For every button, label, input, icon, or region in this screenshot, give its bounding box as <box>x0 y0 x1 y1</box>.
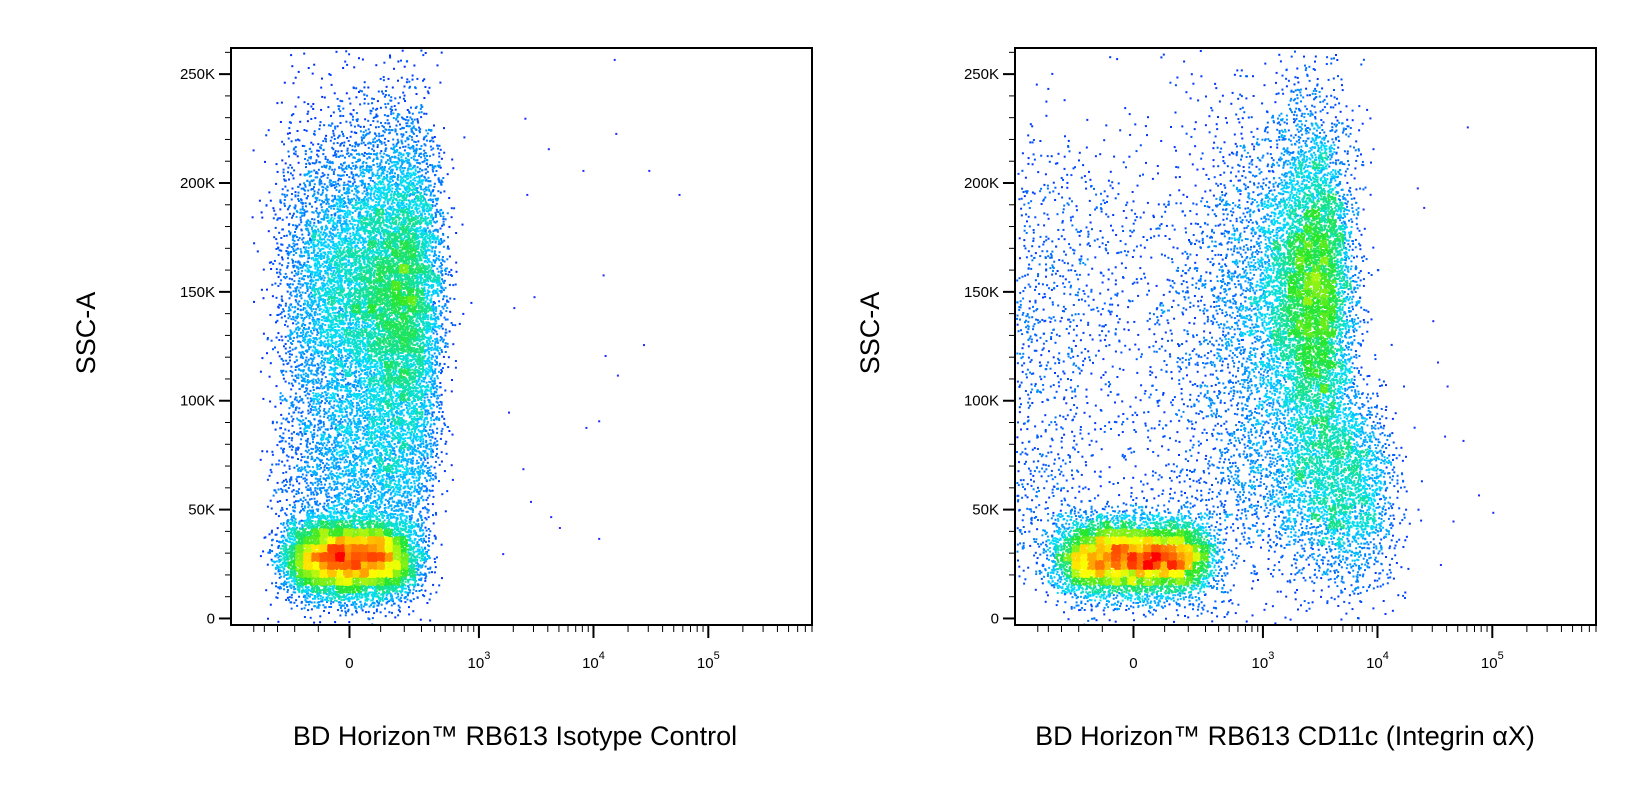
figure: 0 50K 100K 150K 200K 250K 0 103 104 105 SSC-A BD Ho… <box>0 0 1652 797</box>
